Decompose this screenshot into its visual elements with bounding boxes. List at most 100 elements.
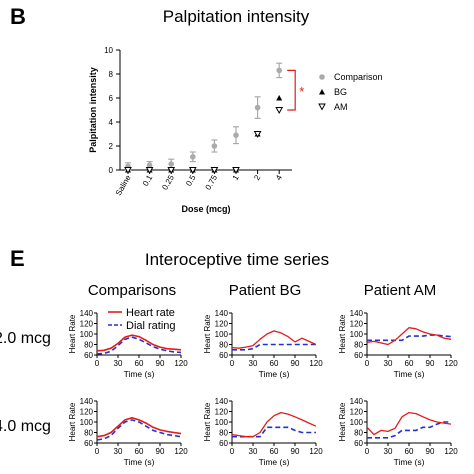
b-point-comparison (168, 161, 174, 167)
e-y-tick-label: 60 (219, 439, 228, 448)
e-x-tick-label: 60 (405, 447, 414, 456)
b-legend-marker-comparison (319, 74, 325, 80)
b-point-am (124, 167, 132, 175)
e-x-tick-label: 90 (156, 359, 165, 368)
e-y-tick-label: 80 (354, 341, 363, 350)
e-line-heart-rate (96, 416, 182, 438)
e-y-tick-label: 140 (350, 397, 364, 406)
b-y-tick-label: 10 (104, 46, 113, 55)
b-point-am (210, 167, 219, 175)
b-point-am (275, 107, 284, 115)
b-point-am (253, 131, 262, 139)
e-line-dial-rating (96, 419, 182, 441)
e-x-tick-label: 120 (174, 359, 188, 368)
b-x-tick-label: 0.25 (160, 173, 176, 191)
e-y-tick-label: 100 (80, 330, 94, 339)
e-y-tick-label: 120 (215, 320, 229, 329)
e-x-tick-label: 120 (309, 447, 323, 456)
b-point-am (188, 167, 197, 175)
e-ylabel: Heart Rate (338, 314, 347, 353)
e-xlabel: Time (s) (394, 369, 425, 379)
e-line-dial-rating (367, 334, 452, 342)
e-line-dial-rating (232, 426, 316, 438)
b-point-am (167, 167, 176, 175)
b-x-tick-label: 0.5 (184, 173, 198, 188)
b-point-comparison (276, 67, 283, 74)
e-y-tick-label: 80 (354, 429, 363, 438)
e-y-tick-label: 120 (215, 408, 229, 417)
e-ylabel: Heart Rate (338, 402, 347, 441)
e-y-tick-label: 60 (84, 351, 93, 360)
e-line-heart-rate (366, 327, 452, 346)
e-y-tick-label: 120 (80, 408, 94, 417)
panel-e-letter: E (10, 246, 25, 271)
e-x-tick-label: 90 (291, 447, 300, 456)
col-title-comparisons: Comparisons (88, 282, 176, 299)
b-y-tick-label: 6 (109, 94, 114, 103)
e-ylabel: Heart Rate (68, 402, 77, 441)
e-y-tick-label: 140 (350, 309, 364, 318)
e-x-tick-label: 30 (249, 359, 258, 368)
e-line-dial-rating (367, 421, 451, 439)
panel-b-letter: B (10, 4, 26, 29)
e-x-tick-label: 0 (95, 359, 100, 368)
e-y-tick-label: 100 (80, 418, 94, 427)
e-line-heart-rate (366, 411, 452, 436)
e-x-tick-label: 0 (230, 359, 235, 368)
col-title-patient-am: Patient AM (364, 282, 437, 299)
col-title-patient-bg: Patient BG (229, 282, 302, 299)
b-x-tick-label: 0.1 (141, 173, 155, 188)
b-x-tick-label: 1 (231, 173, 241, 182)
e-y-tick-label: 60 (219, 351, 228, 360)
e-x-tick-label: 60 (270, 447, 279, 456)
e-xlabel: Time (s) (394, 457, 425, 467)
e-y-tick-label: 80 (84, 429, 93, 438)
panel-b-title: Palpitation intensity (163, 7, 310, 26)
b-y-tick-label: 4 (109, 118, 114, 127)
e-x-tick-label: 0 (365, 359, 370, 368)
b-point-am (232, 167, 240, 175)
e-y-tick-label: 100 (215, 330, 229, 339)
b-point-comparison (211, 143, 218, 149)
e-y-tick-label: 140 (215, 309, 229, 318)
e-y-tick-label: 60 (84, 439, 93, 448)
e-x-tick-label: 30 (384, 447, 393, 456)
e-legend-label-heart-rate: Heart rate (126, 307, 175, 319)
b-y-tick-label: 8 (109, 70, 114, 79)
e-x-tick-label: 30 (114, 359, 123, 368)
e-y-tick-label: 100 (350, 418, 364, 427)
b-legend-label-am: AM (334, 102, 348, 112)
panel-b-ylabel: Palpitation intensity (88, 67, 98, 153)
e-xlabel: Time (s) (259, 457, 290, 467)
e-y-tick-label: 120 (350, 320, 364, 329)
e-y-tick-label: 80 (219, 429, 228, 438)
b-x-tick-label: Saline (114, 173, 133, 197)
e-line-dial-rating (232, 343, 316, 351)
e-x-tick-label: 30 (114, 447, 123, 456)
e-ylabel: Heart Rate (203, 314, 212, 353)
e-xlabel: Time (s) (124, 457, 155, 467)
e-x-tick-label: 90 (291, 359, 300, 368)
e-x-tick-label: 120 (444, 447, 458, 456)
e-y-tick-label: 140 (215, 397, 229, 406)
e-y-tick-label: 80 (84, 341, 93, 350)
e-y-tick-label: 80 (219, 341, 228, 350)
e-line-heart-rate (231, 411, 317, 438)
e-ylabel: Heart Rate (203, 402, 212, 441)
e-x-tick-label: 30 (384, 359, 393, 368)
b-x-tick-label: 0.75 (204, 173, 220, 191)
b-point-bg (276, 95, 283, 101)
e-x-tick-label: 60 (270, 359, 279, 368)
e-x-tick-label: 90 (426, 359, 435, 368)
e-xlabel: Time (s) (124, 369, 155, 379)
e-y-tick-label: 140 (80, 309, 94, 318)
e-ylabel: Heart Rate (68, 314, 77, 353)
b-point-comparison (254, 104, 261, 111)
e-x-tick-label: 0 (365, 447, 370, 456)
row-label-4mcg: 4.0 mcg (0, 418, 51, 435)
b-legend-label-comparison: Comparison (334, 72, 383, 82)
b-significance-star: * (299, 84, 304, 99)
e-x-tick-label: 90 (426, 447, 435, 456)
